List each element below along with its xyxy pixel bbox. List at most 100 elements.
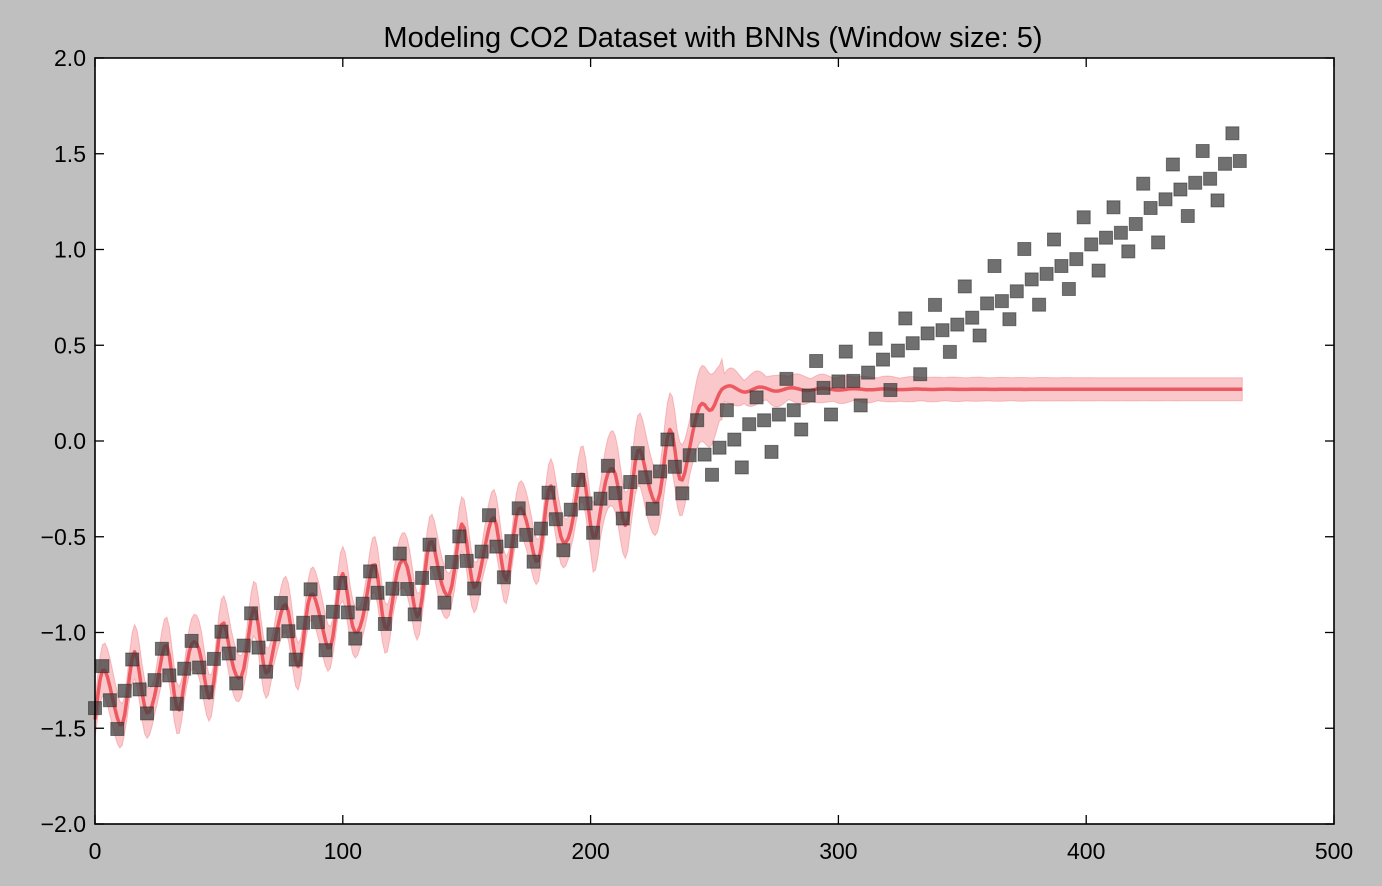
observed-point (117, 683, 132, 698)
observed-point (154, 641, 169, 656)
observed-point (675, 486, 690, 501)
observed-point (1136, 176, 1151, 191)
y-tick-label: −2.0 (41, 811, 86, 837)
observed-point (459, 553, 474, 568)
observed-point (1151, 235, 1166, 250)
observed-point (95, 659, 110, 674)
observed-point (199, 685, 214, 700)
observed-point (511, 501, 526, 516)
observed-point (935, 323, 950, 338)
observed-point (548, 512, 563, 527)
observed-point (184, 633, 199, 648)
observed-point (340, 605, 355, 620)
plot-frame (94, 57, 1335, 825)
observed-point (1195, 144, 1210, 158)
observed-point (883, 383, 898, 397)
observed-point (809, 354, 824, 368)
observed-point (355, 596, 370, 611)
observed-point (504, 534, 519, 549)
observed-point (415, 570, 430, 585)
observed-point (571, 473, 586, 487)
observed-point (1054, 259, 1069, 273)
y-tick-label: 2.0 (54, 45, 86, 71)
x-tick-label: 400 (1067, 838, 1105, 864)
observed-point (430, 566, 444, 580)
observed-point (786, 403, 801, 418)
observed-point (712, 440, 727, 455)
observed-point (771, 407, 786, 422)
observed-point (1113, 225, 1128, 240)
observed-point (846, 373, 861, 388)
observed-point (1165, 157, 1180, 172)
observed-point (482, 508, 496, 523)
observed-point (816, 380, 831, 395)
observed-point (348, 631, 363, 646)
observed-points-layer (88, 126, 1247, 736)
observed-point (615, 511, 630, 526)
observed-point (727, 432, 742, 447)
observed-point (578, 496, 593, 511)
observed-point (1121, 244, 1136, 259)
observed-point (1203, 171, 1218, 186)
observed-point (898, 311, 913, 326)
observed-point (600, 458, 615, 473)
observed-point (1106, 200, 1121, 215)
observed-point (876, 352, 890, 367)
observed-point (333, 576, 348, 590)
observed-point (1188, 175, 1203, 190)
observed-point (102, 693, 117, 708)
observed-point (942, 344, 957, 359)
observed-point (928, 297, 942, 312)
observed-point (705, 467, 719, 482)
observed-point (1225, 126, 1240, 141)
observed-point (534, 521, 548, 536)
observed-point (1128, 217, 1143, 231)
observed-point (853, 398, 868, 413)
observed-point (965, 310, 980, 325)
observed-point (593, 491, 608, 506)
observed-point (987, 259, 1002, 273)
observed-point (1017, 242, 1032, 256)
observed-point (950, 317, 965, 332)
observed-point (1091, 263, 1106, 278)
observed-point (400, 582, 415, 596)
observed-point (831, 374, 846, 389)
observed-point (370, 585, 385, 600)
observed-point (1158, 192, 1173, 207)
observed-point (653, 464, 667, 479)
observed-point (147, 673, 162, 688)
observed-point (1180, 209, 1195, 223)
observed-point (690, 413, 705, 428)
chart-title: Modeling CO2 Dataset with BNNs (Window s… (383, 22, 1042, 54)
observed-point (913, 367, 928, 382)
observed-point (667, 459, 682, 474)
observed-point (1143, 201, 1158, 215)
y-tick-label: −1.0 (41, 620, 86, 646)
observed-point (474, 544, 489, 559)
observed-point (660, 432, 675, 447)
observed-point (1047, 232, 1061, 247)
observed-point (311, 615, 325, 630)
observed-point (125, 652, 140, 667)
observed-point (526, 554, 541, 569)
observed-point (623, 475, 638, 489)
observed-point (1061, 282, 1076, 296)
observed-point (236, 638, 251, 653)
observed-point (764, 444, 779, 459)
observed-point (734, 460, 749, 475)
observed-point (325, 604, 340, 619)
observed-point (1009, 284, 1024, 299)
x-tick-label: 500 (1315, 838, 1353, 864)
observed-point (868, 331, 883, 346)
observed-point (385, 581, 400, 596)
observed-point (838, 344, 853, 359)
observed-point (467, 581, 482, 596)
observed-point (980, 296, 995, 311)
observed-point (994, 294, 1009, 309)
observed-point (541, 485, 556, 500)
observed-point (392, 546, 407, 561)
x-tick-label: 0 (89, 838, 102, 864)
observed-point (281, 624, 296, 639)
observed-point (407, 607, 422, 622)
observed-point (861, 365, 876, 380)
